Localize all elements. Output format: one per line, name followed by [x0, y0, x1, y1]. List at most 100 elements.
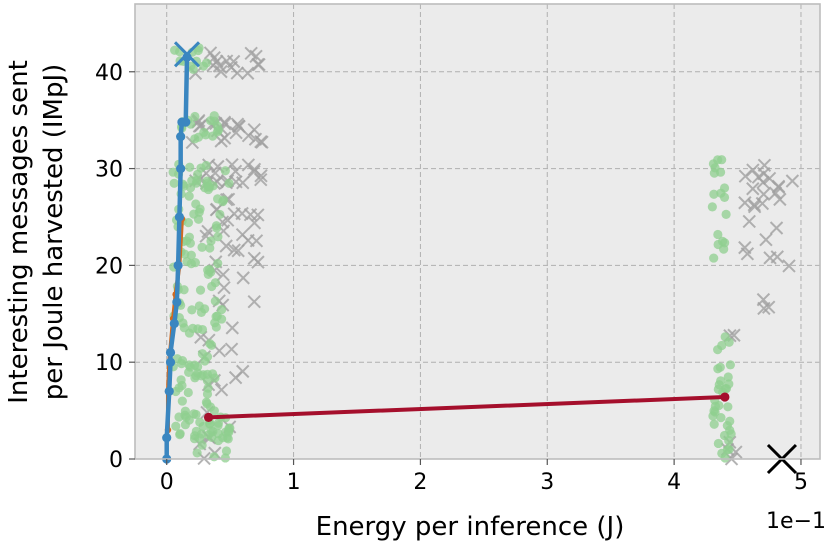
ticks: 0 1 2 3 4 5 0 10 20 30 40 [95, 61, 808, 495]
scatter-gray-x [240, 66, 255, 80]
plot-area [135, 4, 820, 459]
scatter-green-point [719, 183, 730, 193]
scatter-green-point [210, 296, 220, 306]
series-blue-point [173, 260, 183, 270]
scatter-green-point [707, 202, 717, 212]
scatter-green-point [181, 412, 191, 422]
scatter-gray-x [228, 164, 243, 179]
scatter-green-point [725, 416, 735, 426]
scatter-green-point [716, 376, 726, 386]
scatter-green-point [717, 340, 727, 351]
scatter-green-point [215, 209, 225, 220]
y-tick-label: 0 [109, 448, 123, 473]
scatter-gray-x [244, 46, 258, 61]
y-axis-label-line-1: Interesting messages sent [4, 60, 34, 404]
series-blue-point [172, 297, 182, 307]
scatter-green-point [209, 452, 219, 462]
scatter-green-point [221, 446, 232, 456]
scatter-green-point [183, 387, 193, 398]
scatter-green-point [719, 192, 730, 202]
scatter-green-point [218, 197, 228, 207]
scatter-green-point [713, 155, 723, 165]
scatter-green-point [713, 438, 723, 449]
scatter-green-point [709, 189, 719, 199]
scatter-green-point [210, 278, 221, 288]
scatter-gray-x [247, 216, 262, 230]
plot-frame [134, 3, 821, 460]
x-axis-label: Energy per inference (J) [316, 512, 625, 542]
scatter-green-point [184, 191, 194, 201]
x-axis-exponent: 1e−1 [766, 509, 826, 534]
scatter-gray-x [231, 244, 245, 258]
scatter-gray-x [771, 179, 786, 193]
scatter-green-point [207, 432, 217, 442]
x-tick-label: 3 [540, 470, 554, 495]
scatter-green-point [212, 223, 222, 233]
scatter-green-point [169, 178, 179, 188]
scatter-green-point [713, 229, 723, 240]
scatter-gray-x [219, 239, 233, 253]
scatter-green-point [212, 127, 222, 137]
scatter-green-point [187, 305, 197, 315]
series-blue-point [162, 433, 172, 443]
x-tick-label: 5 [794, 470, 808, 495]
scatter-green-point [184, 367, 194, 377]
scatter-gray-x [738, 240, 752, 255]
scatter-gray-x [216, 267, 230, 282]
scatter-green-point [205, 243, 215, 253]
scatter-green-point [193, 324, 203, 334]
scatter-gray-x [214, 383, 229, 397]
scatter-green-point [717, 448, 727, 458]
scatter-green-point [197, 242, 207, 252]
scatter-gray-x [782, 259, 796, 273]
scatter-gray-x [247, 165, 261, 179]
scatter-green-point [710, 407, 720, 417]
scatter-gray [185, 46, 800, 466]
scatter-gray-x [254, 135, 268, 149]
scatter-green-point [709, 253, 719, 263]
scatter-gray-x [747, 199, 762, 214]
scatter-green-point [723, 402, 733, 412]
scatter-gray-x [756, 175, 770, 190]
scatter-green-point [202, 389, 213, 399]
scatter-green-point [203, 184, 213, 195]
scatter-gray-x [759, 233, 773, 247]
scatter-gray-x [247, 122, 261, 137]
scatter-green-point [192, 175, 202, 185]
x-tick-label: 1 [287, 470, 301, 495]
scatter-green-point [193, 214, 204, 224]
scatter-green-point [180, 420, 190, 430]
scatter-green-point [725, 425, 735, 435]
scatter-green-point [177, 396, 187, 406]
scatter-green-point [195, 204, 205, 214]
scatter-gray-x [773, 192, 787, 207]
scatter-green-point [196, 371, 206, 381]
scatter-green-point [213, 420, 223, 431]
scatter-gray-x [225, 321, 239, 335]
y-tick-label: 30 [95, 158, 123, 183]
scatter-gray-x [247, 162, 262, 177]
scatter-green-point [179, 285, 189, 295]
scatter-green-point [201, 58, 212, 68]
scatter-green-point [211, 312, 221, 322]
scatter-green-point [724, 379, 734, 389]
scatter-gray-x [742, 214, 756, 229]
scatter-green-point [201, 130, 211, 140]
scatter-green-point [191, 409, 201, 420]
series-red-point [720, 392, 730, 402]
scatter-gray-x [227, 243, 241, 257]
scatter-gray-x [768, 186, 783, 200]
scatter-green-point [203, 269, 213, 279]
scatter-gray-x [738, 169, 753, 183]
scatter-green-point [190, 111, 200, 122]
scatter-green-point [198, 421, 208, 432]
series-red-line [206, 395, 727, 420]
scatter-green-point [715, 362, 725, 372]
series-blue-point [165, 347, 176, 358]
series-blue-point [165, 357, 176, 367]
scatter-green-point [206, 236, 216, 246]
series-blue-point [176, 163, 186, 174]
scatter-green-point [213, 232, 223, 242]
scatter-gray-x [201, 224, 215, 239]
x-tick-label: 0 [160, 470, 174, 495]
